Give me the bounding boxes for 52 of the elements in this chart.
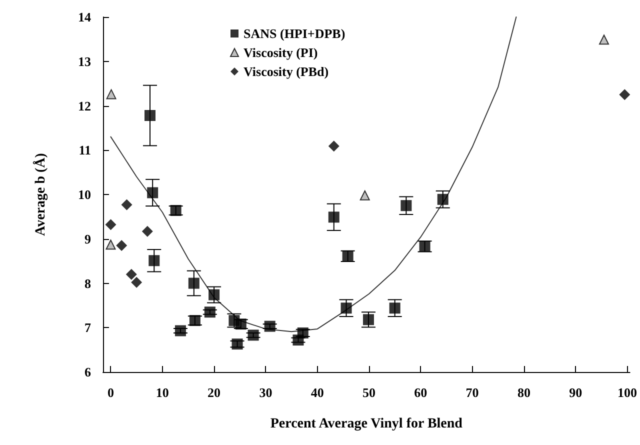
legend-label: Viscosity (PI) [244, 45, 318, 60]
point [400, 200, 412, 212]
x-tick-label: 70 [466, 385, 479, 400]
y-tick-label: 13 [78, 54, 92, 69]
point [599, 34, 610, 45]
x-tick-label: 30 [259, 385, 272, 400]
point [148, 255, 160, 266]
x-axis-title: Percent Average Vinyl for Blend [270, 416, 463, 432]
y-tick-label: 11 [78, 142, 91, 158]
point [389, 302, 400, 314]
point [105, 219, 116, 230]
y-axis-title: Average b (Å) [32, 152, 48, 236]
x-tick-label: 60 [414, 385, 428, 400]
point [437, 194, 448, 205]
point [340, 302, 352, 314]
point [106, 240, 116, 250]
point [174, 325, 186, 336]
x-tick-label: 0 [107, 385, 114, 400]
x-tick-label: 80 [517, 385, 530, 400]
point [142, 226, 153, 237]
x-tick-label: 50 [362, 385, 376, 400]
point [619, 89, 630, 100]
point [121, 199, 132, 210]
point [116, 240, 128, 252]
point [248, 330, 259, 341]
point [188, 278, 200, 289]
y-tick-label: 6 [84, 364, 92, 380]
y-tick-label: 10 [78, 187, 91, 202]
point [131, 276, 142, 288]
point [144, 110, 156, 122]
x-tick-label: 40 [310, 385, 324, 400]
point [147, 187, 158, 198]
y-tick-label: 8 [84, 276, 92, 291]
x-tick-label: 20 [208, 385, 221, 400]
point [264, 320, 276, 332]
point [328, 212, 340, 223]
point [328, 140, 340, 152]
line-series [110, 16, 517, 332]
point [106, 89, 116, 100]
point [360, 190, 370, 200]
x-tick-label: 100 [618, 385, 637, 400]
point [232, 338, 243, 350]
point [208, 289, 220, 300]
legend-label: Viscosity (PBd) [244, 64, 329, 79]
y-tick-label: 12 [78, 98, 91, 114]
legend-label: SANS (HPI+DPB) [244, 26, 346, 41]
y-tick-label: 9 [84, 231, 92, 246]
y-tick-label: 14 [78, 10, 92, 24]
x-tick-label: 90 [569, 385, 582, 400]
point [126, 268, 137, 280]
y-tick-label: 7 [84, 320, 92, 336]
x-tick-label: 10 [156, 385, 169, 400]
